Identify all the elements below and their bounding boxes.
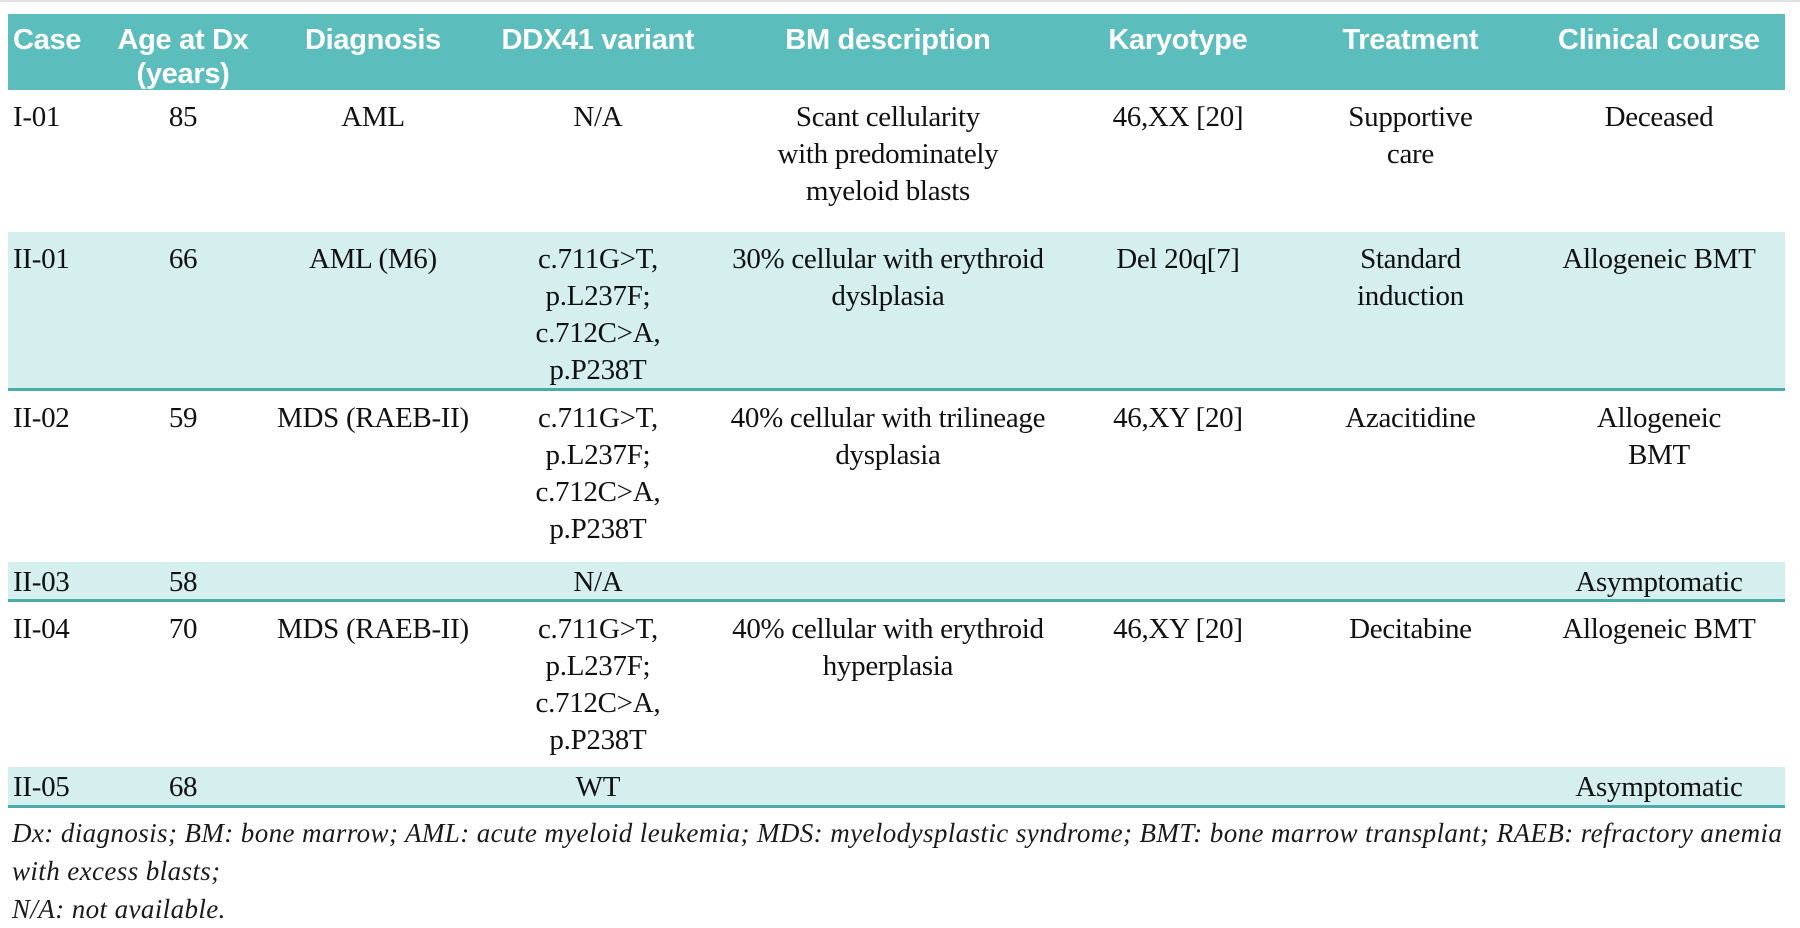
- cell-bm: 40% cellular with erythroid hyperplasia: [732, 613, 1044, 682]
- cell-variant: N/A: [573, 566, 623, 598]
- header-cell-treatment: Treatment: [1342, 24, 1479, 56]
- cell-bm: 30% cellular with erythroid dyslplasia: [732, 243, 1044, 312]
- cell-variant: c.711G>T, p.L237F; c.712C>A, p.P238T: [535, 243, 661, 386]
- table-row: II-04 70 MDS (RAEB-II) c.711G>T, p.L237F…: [8, 602, 1785, 767]
- cell-age: 85: [168, 101, 198, 133]
- table-footnote: Dx: diagnosis; BM: bone marrow; AML: acu…: [12, 818, 1783, 924]
- top-edge-line: [0, 0, 1800, 14]
- cell-variant: c.711G>T, p.L237F; c.712C>A, p.P238T: [535, 402, 661, 545]
- cell-diagnosis: MDS (RAEB-II): [277, 613, 469, 645]
- cell-course: Deceased: [1604, 101, 1714, 133]
- cell-bm: Scant cellularity with predominately mye…: [777, 101, 999, 207]
- cell-age: 66: [168, 243, 198, 275]
- cell-case: II-01: [13, 243, 70, 275]
- table-row: II-02 59 MDS (RAEB-II) c.711G>T, p.L237F…: [8, 391, 1785, 562]
- header-cell-diagnosis: Diagnosis: [305, 24, 441, 56]
- cell-case: II-04: [13, 613, 70, 645]
- table-row: II-01 66 AML (M6) c.711G>T, p.L237F; c.7…: [8, 232, 1785, 391]
- cell-diagnosis: AML (M6): [309, 243, 437, 275]
- header-cell-course: Clinical course: [1558, 24, 1760, 56]
- cell-bm: [708, 769, 1068, 805]
- cell-diagnosis: [258, 769, 488, 805]
- cell-karyotype: 46,XY [20]: [1113, 402, 1243, 434]
- cell-case: II-05: [13, 771, 70, 803]
- cell-karyotype: 46,XX [20]: [1112, 101, 1244, 133]
- header-cell-age: Age at Dx (years): [117, 24, 249, 90]
- cell-case: II-03: [13, 566, 70, 598]
- header-row: Case Age at Dx (years) Diagnosis DDX41 v…: [8, 14, 1785, 90]
- header-cell-karyotype: Karyotype: [1108, 24, 1248, 56]
- case-table: Case Age at Dx (years) Diagnosis DDX41 v…: [8, 14, 1785, 928]
- cell-age: 59: [168, 402, 198, 434]
- cell-course: Allogeneic BMT: [1596, 402, 1722, 471]
- cell-bm: 40% cellular with trilineage dysplasia: [730, 402, 1046, 471]
- cell-course: Asymptomatic: [1575, 566, 1743, 598]
- cell-karyotype: [1068, 564, 1288, 599]
- cell-treatment: Azacitidine: [1345, 402, 1476, 434]
- table-row: II-05 68 WT Asymptomatic: [8, 767, 1785, 808]
- cell-karyotype: 46,XY [20]: [1113, 613, 1243, 645]
- cell-karyotype: [1068, 769, 1288, 805]
- header-cell-variant: DDX41 variant: [501, 24, 695, 56]
- cell-course: Allogeneic BMT: [1562, 613, 1756, 645]
- cell-case: II-02: [13, 402, 70, 434]
- cell-diagnosis: [258, 564, 488, 599]
- cell-diagnosis: AML: [341, 101, 405, 133]
- cell-treatment: Decitabine: [1349, 613, 1472, 645]
- cell-treatment: Standard induction: [1357, 243, 1464, 312]
- cell-variant: N/A: [573, 101, 623, 133]
- header-cell-case: Case: [13, 24, 82, 56]
- cell-variant: c.711G>T, p.L237F; c.712C>A, p.P238T: [535, 613, 661, 756]
- cell-diagnosis: MDS (RAEB-II): [277, 402, 469, 434]
- cell-treatment: [1288, 564, 1533, 599]
- cell-age: 58: [168, 566, 198, 598]
- cell-age: 70: [168, 613, 198, 645]
- table-row: I-01 85 AML N/A Scant cellularity with p…: [8, 90, 1785, 232]
- cell-variant: WT: [575, 771, 621, 803]
- table-row: II-03 58 N/A Asymptomatic: [8, 562, 1785, 602]
- cell-bm: [708, 564, 1068, 599]
- cell-course: Allogeneic BMT: [1562, 243, 1756, 275]
- cell-karyotype: Del 20q[7]: [1116, 243, 1240, 275]
- cell-course: Asymptomatic: [1575, 771, 1743, 803]
- cell-case: I-01: [13, 101, 61, 133]
- cell-treatment: [1288, 769, 1533, 805]
- header-cell-bm: BM description: [785, 24, 991, 56]
- cell-treatment: Supportive care: [1348, 101, 1473, 170]
- cell-age: 68: [168, 771, 198, 803]
